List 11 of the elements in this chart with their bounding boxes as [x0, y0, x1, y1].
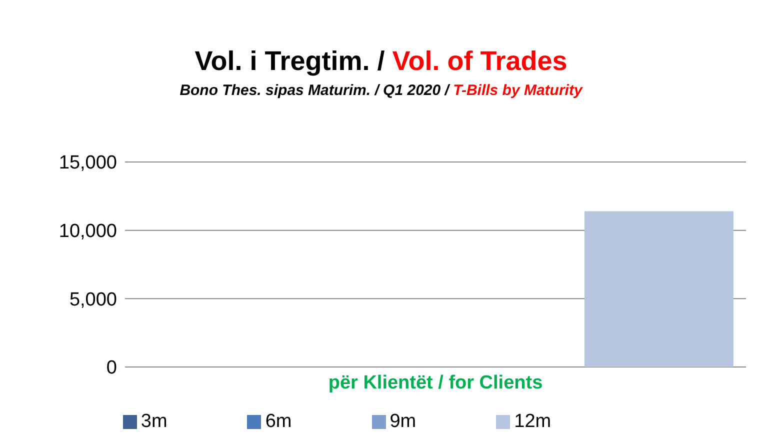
- y-tick-label: 0: [106, 358, 117, 379]
- legend-label: 12m: [514, 411, 552, 432]
- y-tick-label: 15,000: [58, 152, 117, 174]
- legend-label: 3m: [140, 411, 168, 432]
- chart-subtitle: Bono Thes. sipas Maturim. / Q1 2020 / T-Bills by Maturity: [180, 82, 582, 99]
- legend-label: 6m: [265, 411, 292, 432]
- y-tick-label: 10,000: [58, 221, 117, 242]
- legend-label: 9m: [390, 411, 416, 432]
- x-tick-label: për Klientët / for Clients: [328, 372, 543, 394]
- y-tick-label: 5,000: [69, 289, 117, 310]
- chart-title: Vol. i Tregtim. / Vol. of Trades: [194, 46, 568, 76]
